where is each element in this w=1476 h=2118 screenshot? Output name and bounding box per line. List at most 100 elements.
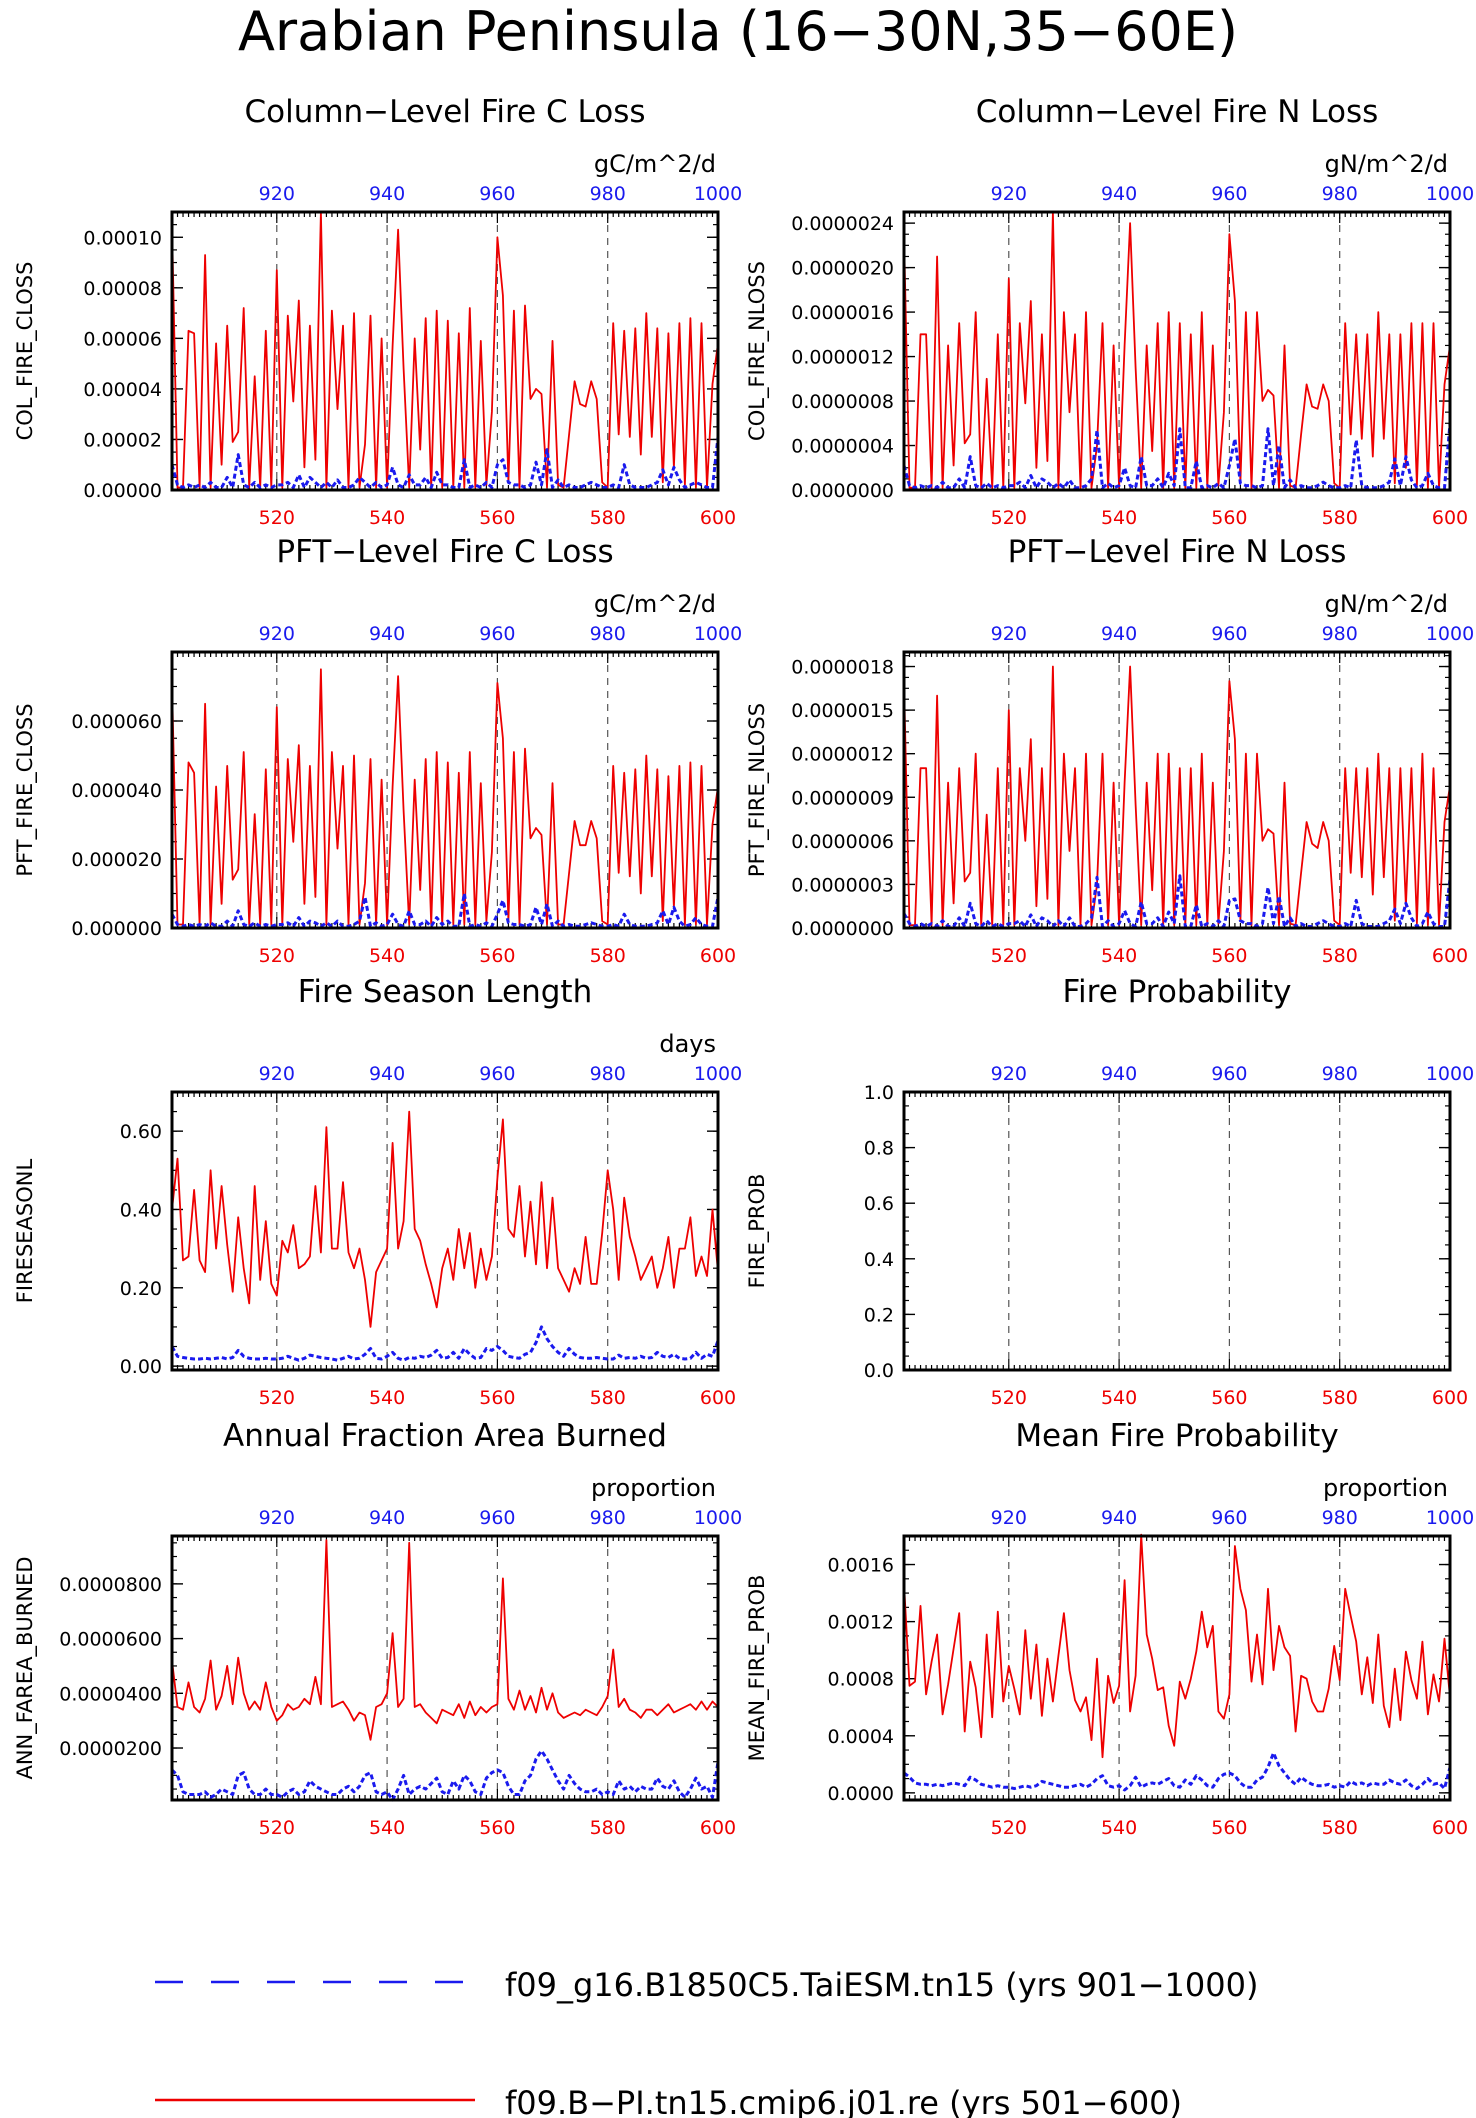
x-tick-label: 560 bbox=[479, 507, 515, 529]
y-tick-label: 0.0000200 bbox=[59, 1738, 162, 1760]
units-label: proportion bbox=[1323, 1474, 1448, 1502]
x-top-tick-label: 960 bbox=[1211, 1063, 1247, 1085]
figure-title: Arabian Peninsula (16−30N,35−60E) bbox=[238, 0, 1238, 63]
units-label: days bbox=[659, 1030, 716, 1058]
x-tick-label: 580 bbox=[590, 1817, 626, 1839]
x-tick-label: 520 bbox=[991, 945, 1027, 967]
y-tick-label: 0.0000000 bbox=[791, 918, 894, 940]
plot-frame bbox=[170, 1090, 720, 1372]
x-tick-label: 560 bbox=[1211, 1387, 1247, 1409]
x-top-tick-label: 920 bbox=[259, 1507, 295, 1529]
x-tick-label: 540 bbox=[369, 507, 405, 529]
panel-title: Fire Season Length bbox=[298, 974, 592, 1010]
panel-title: Mean Fire Probability bbox=[1015, 1418, 1338, 1454]
y-tick-label: 0.4 bbox=[864, 1249, 894, 1271]
x-tick-label: 580 bbox=[1322, 1387, 1358, 1409]
series-line-blue bbox=[170, 1325, 720, 1362]
y-tick-label: 0.2 bbox=[864, 1304, 894, 1326]
x-top-tick-label: 940 bbox=[369, 183, 405, 205]
x-top-tick-label: 1000 bbox=[694, 1063, 742, 1085]
x-top-tick-label: 960 bbox=[479, 1507, 515, 1529]
x-tick-label: 560 bbox=[1211, 507, 1247, 529]
y-tick-label: 0.00004 bbox=[83, 379, 162, 401]
y-tick-label: 0.0000600 bbox=[59, 1629, 162, 1651]
series-line-red bbox=[171, 211, 719, 489]
y-axis-label: PFT_FIRE_CLOSS bbox=[13, 703, 38, 876]
series-line-red bbox=[171, 668, 719, 926]
x-top-tick-label: 1000 bbox=[694, 623, 742, 645]
x-tick-label: 600 bbox=[1432, 945, 1468, 967]
y-tick-label: 0.0000000 bbox=[791, 480, 894, 502]
x-top-tick-label: 1000 bbox=[694, 1507, 742, 1529]
x-top-tick-label: 960 bbox=[1211, 1507, 1247, 1529]
series-line-red bbox=[903, 1533, 1451, 1759]
y-tick-label: 0.0000009 bbox=[791, 787, 894, 809]
x-top-tick-label: 980 bbox=[590, 623, 626, 645]
x-tick-label: 560 bbox=[1211, 945, 1247, 967]
plot-frame bbox=[902, 1090, 1452, 1372]
panel-5: Fire Season Length days FIRESEASONL 520 540 5… bbox=[13, 974, 742, 1409]
y-tick-label: 0.0000 bbox=[828, 1783, 894, 1805]
x-top-tick-label: 940 bbox=[1101, 183, 1137, 205]
x-top-tick-label: 960 bbox=[479, 623, 515, 645]
x-tick-label: 560 bbox=[479, 1817, 515, 1839]
x-top-tick-label: 940 bbox=[1101, 623, 1137, 645]
x-top-tick-label: 920 bbox=[259, 1063, 295, 1085]
y-tick-label: 0.00008 bbox=[83, 278, 162, 300]
x-top-tick-label: 1000 bbox=[1426, 183, 1474, 205]
x-top-tick-label: 1000 bbox=[1426, 1507, 1474, 1529]
x-top-tick-label: 980 bbox=[1322, 183, 1358, 205]
y-tick-label: 0.20 bbox=[120, 1278, 162, 1300]
y-tick-label: 0.0000012 bbox=[791, 744, 894, 766]
x-top-tick-label: 980 bbox=[1322, 623, 1358, 645]
panels: Column−Level Fire C Loss gC/m^2/d COL_FIRE… bbox=[13, 94, 1474, 1839]
series-line-red bbox=[171, 1539, 719, 1741]
y-tick-label: 0.000040 bbox=[71, 780, 162, 802]
x-tick-label: 600 bbox=[700, 507, 736, 529]
y-tick-label: 0.0000018 bbox=[791, 657, 894, 679]
plot-frame bbox=[902, 650, 1452, 930]
series-line-blue bbox=[170, 436, 720, 489]
x-top-tick-label: 920 bbox=[991, 1063, 1027, 1085]
panel-3: PFT−Level Fire C Loss gC/m^2/d PFT_FIRE_CL… bbox=[13, 534, 742, 967]
y-tick-label: 0.60 bbox=[120, 1121, 162, 1143]
panel-4: PFT−Level Fire N Loss gN/m^2/d PFT_FIRE_NL… bbox=[745, 534, 1474, 967]
x-tick-label: 600 bbox=[1432, 507, 1468, 529]
y-axis-label: FIRESEASONL bbox=[13, 1159, 37, 1304]
x-tick-label: 540 bbox=[1101, 945, 1137, 967]
x-tick-label: 520 bbox=[259, 507, 295, 529]
y-tick-label: 0.8 bbox=[864, 1138, 894, 1160]
y-tick-label: 0.0004 bbox=[828, 1726, 894, 1748]
panel-6: Fire Probability FIRE_PROB 520 540 560 580 600… bbox=[745, 974, 1474, 1409]
legend: f09_g16.B1850C5.TaiESM.tn15 (yrs 901−100… bbox=[155, 1966, 1258, 2118]
x-top-tick-label: 980 bbox=[590, 1063, 626, 1085]
plot-frame bbox=[170, 210, 720, 492]
panel-7: Annual Fraction Area Burned proportion ANN… bbox=[13, 1418, 742, 1839]
x-top-tick-label: 940 bbox=[1101, 1507, 1137, 1529]
x-tick-label: 540 bbox=[1101, 507, 1137, 529]
y-tick-label: 0.0000400 bbox=[59, 1683, 162, 1705]
legend-label: f09.B−PI.tn15.cmip6.j01.re (yrs 501−600) bbox=[505, 2084, 1182, 2118]
y-tick-label: 0.0000024 bbox=[791, 213, 894, 235]
y-tick-label: 1.0 bbox=[864, 1082, 894, 1104]
x-top-tick-label: 1000 bbox=[1426, 1063, 1474, 1085]
x-top-tick-label: 1000 bbox=[694, 183, 742, 205]
y-tick-label: 0.000060 bbox=[71, 711, 162, 733]
x-tick-label: 580 bbox=[1322, 507, 1358, 529]
y-tick-label: 0.00002 bbox=[83, 429, 162, 451]
y-tick-label: 0.0000012 bbox=[791, 347, 894, 369]
y-tick-label: 0.0000016 bbox=[791, 302, 894, 324]
series-line-blue bbox=[170, 892, 720, 928]
x-tick-label: 520 bbox=[991, 507, 1027, 529]
units-label: gN/m^2/d bbox=[1325, 150, 1448, 178]
y-axis-label: COL_FIRE_CLOSS bbox=[13, 262, 38, 441]
plot-frame bbox=[170, 650, 720, 930]
x-tick-label: 600 bbox=[700, 1817, 736, 1839]
y-tick-label: 0.00000 bbox=[83, 480, 162, 502]
x-tick-label: 520 bbox=[259, 945, 295, 967]
x-tick-label: 580 bbox=[590, 945, 626, 967]
series-line-blue bbox=[902, 423, 1452, 490]
units-label: gC/m^2/d bbox=[594, 150, 716, 178]
x-tick-label: 580 bbox=[1322, 1817, 1358, 1839]
